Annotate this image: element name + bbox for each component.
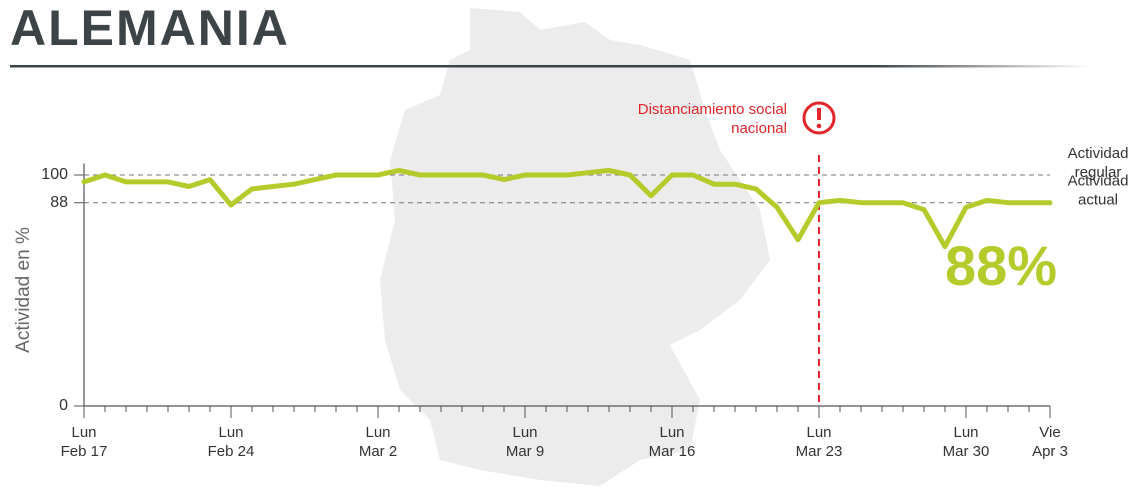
title-underline — [10, 65, 1090, 68]
x-tick-label: Lun — [71, 424, 96, 441]
x-tick-label: Mar 16 — [649, 443, 696, 460]
x-tick-label: Mar 9 — [506, 443, 544, 460]
event-label: nacional — [731, 120, 787, 137]
x-tick-label: Feb 24 — [208, 443, 255, 460]
reference-label: actual — [1078, 192, 1118, 209]
event-label: Distanciamiento social — [638, 101, 787, 118]
y-tick-label: 0 — [59, 397, 68, 414]
y-tick-label: 88 — [50, 194, 68, 211]
x-tick-label: Lun — [218, 424, 243, 441]
y-tick-label: 100 — [41, 166, 68, 183]
x-tick-label: Lun — [806, 424, 831, 441]
x-tick-label: Lun — [365, 424, 390, 441]
x-tick-label: Mar 2 — [359, 443, 397, 460]
chart-title: ALEMANIA — [10, 0, 290, 56]
map-silhouette — [380, 8, 770, 486]
x-tick-label: Feb 17 — [61, 443, 108, 460]
alert-icon — [802, 101, 836, 135]
x-tick-label: Vie — [1039, 424, 1060, 441]
reference-label: regular — [1075, 164, 1122, 181]
reference-label: Actividad — [1068, 173, 1129, 190]
x-tick-label: Lun — [512, 424, 537, 441]
x-tick-label: Mar 23 — [796, 443, 843, 460]
reference-label: Actividad — [1068, 145, 1129, 162]
x-tick-label: Lun — [953, 424, 978, 441]
x-tick-label: Apr 3 — [1032, 443, 1068, 460]
highlight-label: 88% — [945, 234, 1057, 297]
x-tick-label: Mar 30 — [943, 443, 990, 460]
x-tick-label: Lun — [659, 424, 684, 441]
series-line — [81, 167, 1053, 250]
alert-mark — [817, 108, 821, 120]
y-axis-label: Actividad en % — [13, 227, 34, 353]
alert-dot — [816, 123, 822, 129]
